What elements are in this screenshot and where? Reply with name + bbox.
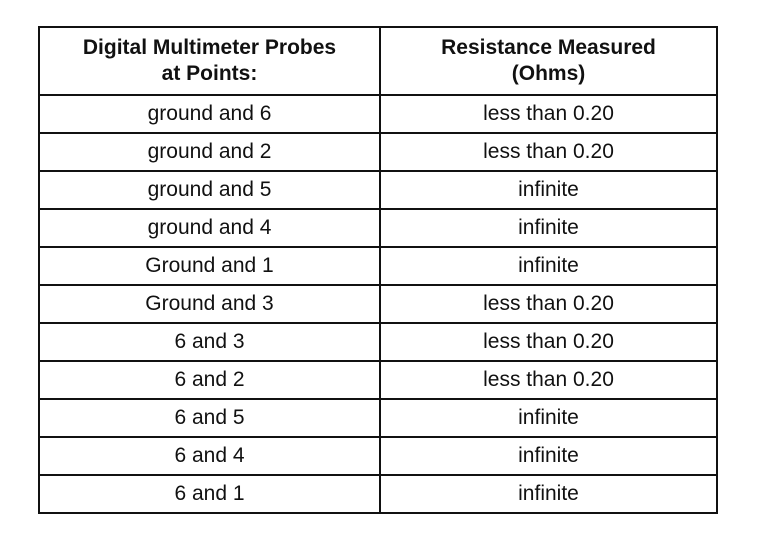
table-row: ground and 5 infinite	[38, 170, 718, 210]
resistance-cell: less than 0.20	[379, 94, 718, 134]
header-probe-points: Digital Multimeter Probes at Points:	[38, 26, 381, 96]
header-resistance-line-1: Resistance Measured	[441, 36, 656, 59]
resistance-cell: infinite	[379, 474, 718, 514]
probe-points-cell: ground and 2	[38, 132, 381, 172]
table-body: ground and 6 less than 0.20 ground and 2…	[38, 94, 718, 514]
probe-points-cell: ground and 6	[38, 94, 381, 134]
probe-points-cell: 6 and 3	[38, 322, 381, 362]
resistance-table: Digital Multimeter Probes at Points: Res…	[38, 26, 718, 514]
resistance-cell: less than 0.20	[379, 360, 718, 400]
resistance-cell: infinite	[379, 208, 718, 248]
header-probe-points-line-2: at Points:	[161, 62, 258, 85]
table-row: 6 and 4 infinite	[38, 436, 718, 476]
header-probe-points-line-1: Digital Multimeter Probes	[82, 36, 337, 59]
table-row: 6 and 3 less than 0.20	[38, 322, 718, 362]
probe-points-cell: Ground and 3	[38, 284, 381, 324]
header-resistance-line-2: (Ohms)	[511, 62, 586, 85]
table-row: ground and 6 less than 0.20	[38, 94, 718, 134]
table-row: ground and 2 less than 0.20	[38, 132, 718, 172]
table-row: 6 and 1 infinite	[38, 474, 718, 514]
resistance-table-container: Digital Multimeter Probes at Points: Res…	[38, 26, 718, 514]
table-row: Ground and 3 less than 0.20	[38, 284, 718, 324]
table-row: Ground and 1 infinite	[38, 246, 718, 286]
probe-points-cell: 6 and 5	[38, 398, 381, 438]
probe-points-cell: ground and 4	[38, 208, 381, 248]
probe-points-cell: 6 and 4	[38, 436, 381, 476]
header-resistance-measured: Resistance Measured (Ohms)	[379, 26, 718, 96]
resistance-cell: less than 0.20	[379, 322, 718, 362]
resistance-cell: infinite	[379, 246, 718, 286]
resistance-cell: infinite	[379, 170, 718, 210]
table-row: 6 and 2 less than 0.20	[38, 360, 718, 400]
resistance-cell: less than 0.20	[379, 132, 718, 172]
resistance-cell: infinite	[379, 398, 718, 438]
table-row: ground and 4 infinite	[38, 208, 718, 248]
probe-points-cell: 6 and 1	[38, 474, 381, 514]
table-row: 6 and 5 infinite	[38, 398, 718, 438]
resistance-cell: less than 0.20	[379, 284, 718, 324]
probe-points-cell: Ground and 1	[38, 246, 381, 286]
probe-points-cell: ground and 5	[38, 170, 381, 210]
table-header-row: Digital Multimeter Probes at Points: Res…	[38, 26, 718, 96]
probe-points-cell: 6 and 2	[38, 360, 381, 400]
resistance-cell: infinite	[379, 436, 718, 476]
